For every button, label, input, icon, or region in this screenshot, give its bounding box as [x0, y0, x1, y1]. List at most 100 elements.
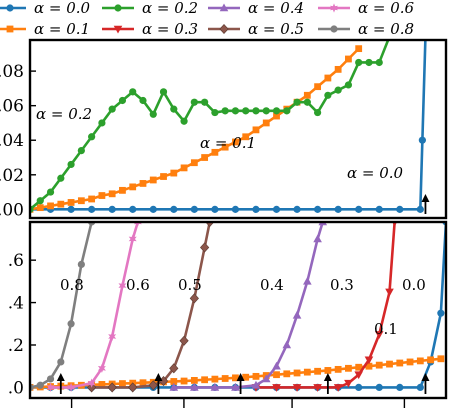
annotation-0-5-2: 0.5	[178, 276, 202, 294]
bottom-point-0-3-1	[272, 384, 281, 392]
top-point-0-1-9	[119, 186, 126, 194]
bottom-point-0-4-8	[292, 310, 302, 319]
bottom-point-0-1-11	[139, 379, 147, 387]
bottom-point-0-5-7	[189, 293, 199, 304]
bottom-point-0-4-4	[251, 380, 261, 389]
legend-label-0-3: α = 0.3	[142, 20, 198, 38]
annotation-0-4-3: 0.4	[260, 276, 284, 294]
annotation-0-0-5: 0.0	[402, 276, 426, 294]
bottom-point-0-1-17	[201, 376, 209, 384]
bottom-point-0-6-0	[46, 382, 55, 392]
bottom-point-0-4-0	[169, 382, 179, 391]
bottom-point-0-1-15	[180, 377, 188, 385]
bottom-point-0-4-9	[303, 276, 312, 285]
top-point-0-2-25	[283, 107, 291, 115]
bottom-point-0-6-5	[118, 281, 127, 291]
top-point-0-2-3	[57, 174, 65, 182]
top-point-0-1-24	[273, 112, 280, 120]
top-point-0-2-2	[46, 188, 55, 196]
bottom-point-0-6-3	[97, 363, 106, 373]
bottom-point-0-1-25	[283, 370, 291, 378]
bottom-arrow-head-4	[421, 373, 430, 381]
bottom-point-0-1-40	[437, 355, 445, 363]
bottom-point-0-4-6	[272, 361, 281, 370]
top-point-0-1-22	[252, 126, 260, 134]
bottom-point-0-6-2	[87, 378, 96, 388]
top-point-0-2-34	[375, 58, 383, 67]
top-point-0-2-30	[334, 86, 342, 94]
top-ytick-label-08: .08	[0, 62, 24, 82]
top-point-0-2-7	[98, 119, 106, 127]
bottom-point-0-1-29	[324, 367, 332, 374]
top-series-line-0-0	[30, 40, 427, 211]
bottom-point-0-3-2	[292, 384, 302, 392]
bottom-point-0-1-38	[416, 357, 424, 365]
top-arrow-head	[421, 194, 430, 202]
top-point-0-0-3	[88, 205, 96, 213]
top-point-0-0-6	[149, 205, 157, 213]
top-point-0-1-1	[36, 204, 44, 212]
top-point-0-2-21	[242, 107, 250, 115]
legend-label-0-8: α = 0.8	[358, 20, 414, 38]
bottom-point-0-6-6	[128, 234, 137, 244]
bottom-point-0-1-16	[190, 377, 198, 384]
top-point-0-2-31	[344, 81, 353, 89]
bottom-point-0-8-1	[36, 381, 44, 389]
legend-label-0-2: α = 0.2	[142, 0, 198, 17]
top-point-0-1-7	[98, 192, 106, 199]
top-point-0-0-15	[334, 205, 342, 213]
top-point-0-2-1	[36, 197, 44, 205]
top-point-0-2-19	[221, 107, 229, 115]
legend-label-0-6: α = 0.6	[358, 0, 415, 17]
bottom-point-0-1-21	[242, 373, 250, 381]
bottom-ytick-label-0: .0	[8, 378, 24, 398]
bottom-point-0-5-5	[169, 363, 179, 374]
top-point-0-1-20	[232, 138, 239, 146]
top-point-0-1-3	[57, 200, 65, 208]
top-point-0-2-13	[159, 88, 168, 96]
top-point-0-2-29	[324, 91, 332, 99]
bottom-point-0-0-16	[355, 383, 363, 391]
bottom-point-0-1-30	[334, 365, 342, 373]
bottom-point-0-4-1	[190, 382, 199, 391]
top-point-0-2-16	[190, 98, 198, 106]
bottom-point-0-3-6	[354, 371, 363, 380]
bottom-point-0-1-24	[273, 371, 280, 379]
bottom-point-0-3-4	[333, 384, 343, 392]
top-ytick-label-04: .04	[0, 131, 24, 151]
top-point-0-0-9	[211, 205, 219, 213]
bottom-point-0-1-7	[98, 381, 106, 388]
top-point-0-2-33	[365, 58, 373, 67]
bottom-frame	[28, 220, 448, 400]
top-point-0-2-24	[272, 107, 281, 115]
top-point-0-2-5	[77, 147, 85, 155]
top-point-0-2-12	[149, 110, 157, 118]
legend-marker-0-8	[330, 25, 338, 33]
top-plot-area	[30, 40, 427, 213]
top-point-0-0-12	[272, 205, 281, 213]
top-point-0-1-32	[355, 45, 363, 53]
bottom-series-line-0-6	[50, 222, 140, 389]
top-point-0-0-8	[190, 205, 198, 213]
top-point-0-2-23	[262, 107, 270, 115]
bottom-point-0-5-8	[200, 242, 210, 253]
top-point-0-1-4	[67, 199, 75, 206]
top-point-0-0-11	[252, 205, 260, 213]
bottom-point-0-1-27	[303, 368, 311, 376]
top-point-0-1-31	[345, 55, 352, 63]
bottom-point-0-1-39	[427, 356, 434, 364]
legend-marker-0-3	[113, 25, 123, 34]
legend-label-0-4: α = 0.4	[248, 0, 304, 17]
top-point-0-1-21	[242, 133, 250, 141]
legend-marker-0-5	[219, 23, 229, 35]
bottom-series-line-0-0	[30, 222, 446, 389]
annotation-0-1-6: 0.1	[374, 320, 398, 338]
bottom-point-0-4-5	[261, 374, 271, 383]
bottom-point-0-1-36	[396, 359, 404, 367]
legend-label-0-1: α = 0.1	[34, 20, 90, 38]
top-point-0-2-22	[252, 107, 260, 115]
top-point-0-1-28	[314, 83, 322, 91]
bottom-point-0-1-37	[406, 358, 414, 366]
top-point-0-1-2	[47, 202, 54, 210]
bottom-point-0-1-22	[252, 372, 260, 380]
